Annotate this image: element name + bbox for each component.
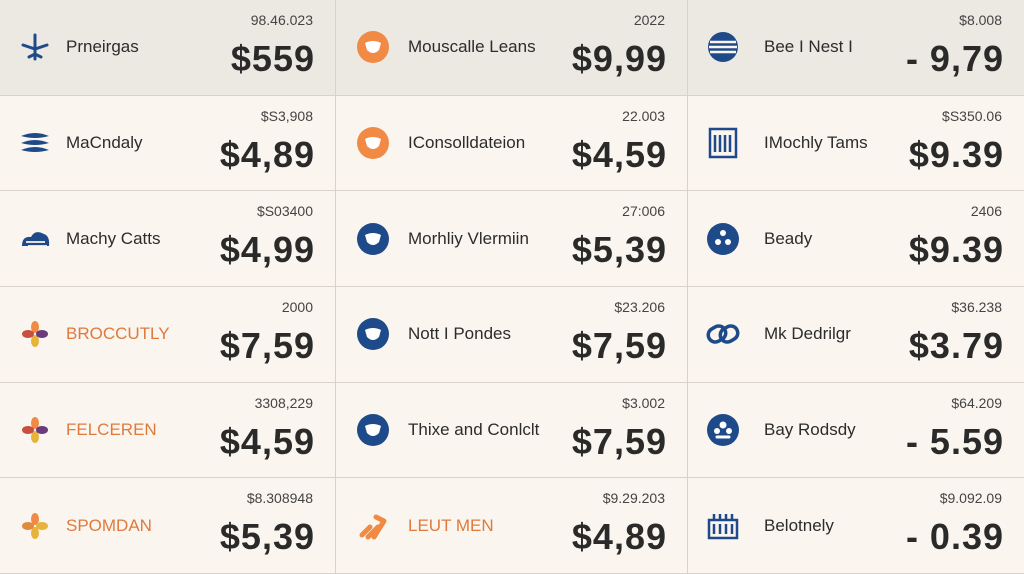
- item-name: MaCndaly: [66, 132, 143, 152]
- grid-cell[interactable]: IMochly Tams $S350.06 $9.39: [688, 95, 1024, 192]
- cow-icon: [356, 413, 390, 447]
- item-name: FELCEREN: [66, 419, 157, 439]
- grid-cell[interactable]: SPOMDAN $8.308948 $5,39: [0, 478, 336, 574]
- item-name: SPOMDAN: [66, 515, 152, 535]
- grid-cell[interactable]: Thixe and Conlclt $3.002 $7,59: [336, 382, 688, 479]
- link-icon: [706, 317, 740, 351]
- item-price: - 5.59: [905, 420, 1004, 462]
- item-subvalue: 2000: [281, 298, 313, 315]
- cow-icon: [356, 30, 390, 64]
- cow-icon: [356, 317, 390, 351]
- item-price: $4,59: [219, 420, 315, 462]
- item-subvalue: $3.002: [622, 394, 665, 411]
- globe-icon: [706, 30, 740, 64]
- item-name: Mk Dedrilgr: [764, 324, 851, 344]
- item-name: IConsolldateion: [408, 132, 526, 152]
- grid-cell[interactable]: Bay Rodsdy $64.209 - 5.59: [688, 382, 1024, 479]
- item-price: - 9,79: [905, 38, 1004, 79]
- item-subvalue: 27:006: [622, 203, 665, 220]
- item-subvalue: 2406: [970, 203, 1002, 220]
- item-subvalue: $8.308948: [246, 490, 313, 507]
- grid-cell[interactable]: Machy Catts $S03400 $4,99: [0, 191, 336, 287]
- item-subvalue: $64.209: [951, 394, 1002, 411]
- item-subvalue: $9.29.203: [602, 490, 665, 507]
- calendar-icon: [706, 126, 740, 160]
- building-icon: [706, 509, 740, 543]
- item-price: $9,99: [571, 38, 667, 79]
- grid-cell[interactable]: Mk Dedrilgr $36.238 $3.79: [688, 286, 1024, 383]
- item-subvalue: $S350.06: [942, 107, 1002, 124]
- item-name: IMochly Tams: [764, 132, 868, 152]
- cow-icon: [356, 126, 390, 160]
- item-name: Prneirgas: [66, 37, 139, 57]
- fish-icon: [18, 126, 52, 160]
- item-price: $9.39: [908, 133, 1004, 175]
- grid-cell[interactable]: FELCEREN 3308,229 $4,59: [0, 382, 336, 479]
- flower-icon: [18, 413, 52, 447]
- cloud-icon: [18, 222, 52, 256]
- item-subvalue: $8.008: [959, 12, 1002, 28]
- item-name: Mouscalle Leans: [408, 37, 536, 57]
- item-name: Bay Rodsdy: [764, 419, 856, 439]
- grid-cell[interactable]: Beady 2406 $9.39: [688, 191, 1024, 287]
- bear-icon: [706, 413, 740, 447]
- item-subvalue: $S03400: [256, 203, 313, 220]
- flower-icon: [18, 509, 52, 543]
- item-name: BROCCUTLY: [66, 324, 170, 344]
- item-price: $5,39: [219, 516, 315, 558]
- grid-cell[interactable]: Nott I Pondes $23.206 $7,59: [336, 286, 688, 383]
- item-name: Thixe and Conlclt: [408, 419, 540, 439]
- grid-cell[interactable]: MaCndaly $S3,908 $4,89: [0, 95, 336, 192]
- item-name: Nott I Pondes: [408, 324, 512, 344]
- item-price: $3.79: [908, 324, 1004, 366]
- item-subvalue: 2022: [633, 12, 665, 28]
- item-name: Morhliy Vlermiin: [408, 228, 529, 248]
- plane-icon: [18, 30, 52, 64]
- item-name: Bee I Nest I: [764, 37, 853, 57]
- item-subvalue: $9.092.09: [939, 490, 1002, 507]
- item-subvalue: 98.46.023: [250, 12, 313, 28]
- grid-cell[interactable]: Morhliy Vlermiin 27:006 $5,39: [336, 191, 688, 287]
- item-name: Beady: [764, 228, 813, 248]
- item-subvalue: $23.206: [614, 298, 665, 315]
- dots-icon: [706, 222, 740, 256]
- item-name: Belotnely: [764, 515, 834, 535]
- item-price: $559: [230, 38, 315, 79]
- grid-cell[interactable]: Mouscalle Leans 2022 $9,99: [336, 0, 688, 96]
- grid-cell[interactable]: IConsolldateion 22.003 $4,59: [336, 95, 688, 192]
- item-price: $9.39: [908, 229, 1004, 271]
- flower-icon: [18, 317, 52, 351]
- grid-cell[interactable]: Prneirgas 98.46.023 $559: [0, 0, 336, 96]
- item-price: $7,59: [219, 324, 315, 366]
- item-price: - 0.39: [905, 516, 1004, 558]
- item-price: $4,59: [571, 133, 667, 175]
- item-price: $4,99: [219, 229, 315, 271]
- cow-icon: [356, 222, 390, 256]
- grid-cell[interactable]: LEUT MEN $9.29.203 $4,89: [336, 478, 688, 574]
- item-subvalue: 22.003: [622, 107, 665, 124]
- item-price: $5,39: [571, 229, 667, 271]
- item-price: $4,89: [571, 516, 667, 558]
- item-subvalue: $S3,908: [260, 107, 313, 124]
- chain-icon: [356, 509, 390, 543]
- item-subvalue: $36.238: [951, 298, 1002, 315]
- grid-cell[interactable]: BROCCUTLY 2000 $7,59: [0, 286, 336, 383]
- item-subvalue: 3308,229: [254, 394, 313, 411]
- grid-cell[interactable]: Belotnely $9.092.09 - 0.39: [688, 478, 1024, 574]
- item-price: $7,59: [571, 324, 667, 366]
- item-name: Machy Catts: [66, 228, 161, 248]
- item-price: $4,89: [219, 133, 315, 175]
- item-name: LEUT MEN: [408, 515, 494, 535]
- item-price: $7,59: [571, 420, 667, 462]
- grid-cell[interactable]: Bee I Nest I $8.008 - 9,79: [688, 0, 1024, 96]
